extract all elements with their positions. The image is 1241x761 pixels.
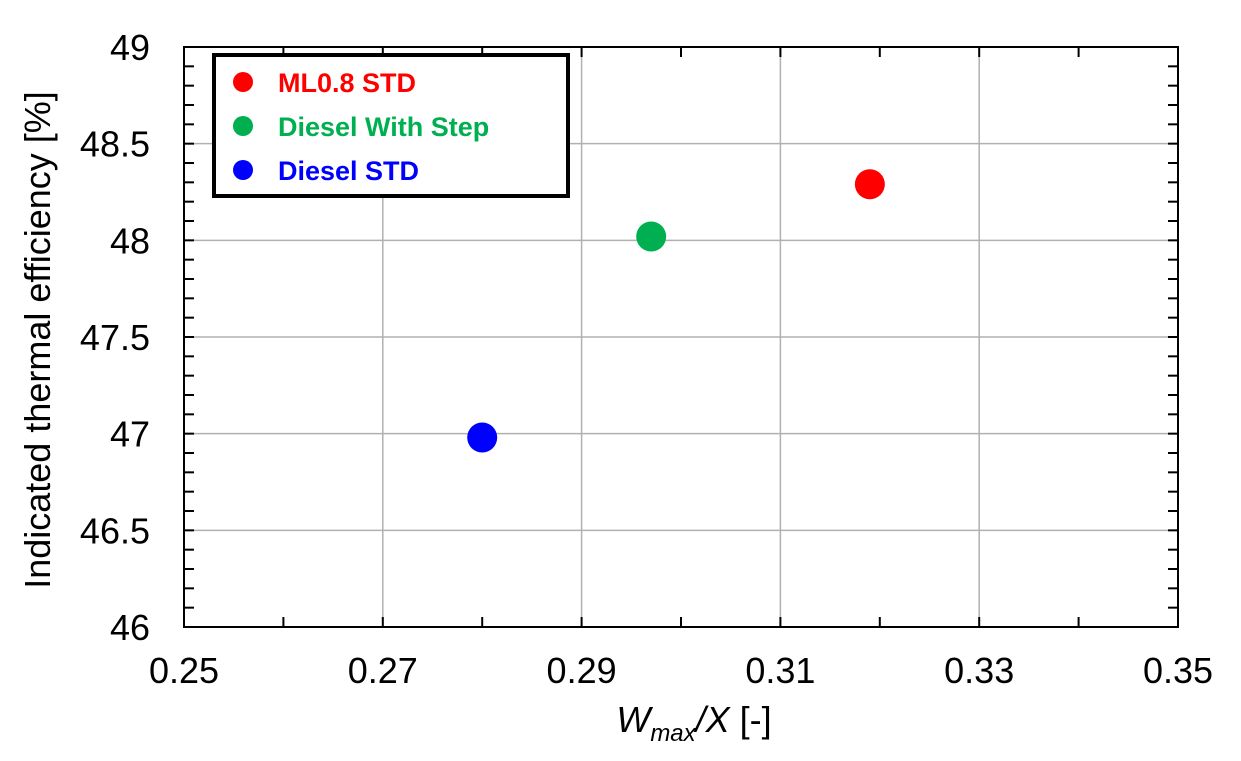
x-tick-label: 0.33 bbox=[944, 650, 1014, 691]
y-tick-label: 48.5 bbox=[80, 124, 150, 165]
data-points bbox=[467, 169, 885, 453]
minor-ticks bbox=[184, 47, 1178, 627]
legend-box bbox=[212, 53, 570, 198]
legend-label: Diesel With Step bbox=[278, 112, 489, 142]
x-axis-label-subscript: max bbox=[650, 720, 696, 747]
x-tick-label: 0.29 bbox=[547, 650, 617, 691]
legend-label: Diesel STD bbox=[278, 156, 419, 186]
y-tick-label: 47 bbox=[110, 414, 150, 455]
x-tick-label: 0.35 bbox=[1143, 650, 1213, 691]
y-tick-label: 46 bbox=[110, 607, 150, 648]
data-point bbox=[854, 169, 885, 200]
y-axis-label: Indicated thermal efficiency [%] bbox=[17, 91, 58, 589]
plot-area-frame bbox=[183, 46, 1179, 628]
y-tick-label: 47.5 bbox=[80, 317, 150, 358]
x-axis-label-main: W bbox=[616, 699, 653, 740]
legend: ML0.8 STD Diesel With Step Diesel STD bbox=[212, 53, 570, 198]
x-axis-label: Wmax/X [-] bbox=[616, 699, 771, 747]
data-point bbox=[636, 221, 667, 252]
grid-lines bbox=[184, 47, 1178, 627]
legend-marker bbox=[233, 160, 253, 180]
x-tick-label: 0.27 bbox=[348, 650, 418, 691]
legend-marker bbox=[233, 116, 253, 136]
y-tick-label: 49 bbox=[110, 27, 150, 68]
data-point bbox=[467, 422, 498, 453]
x-tick-label: 0.25 bbox=[149, 650, 219, 691]
y-axis-tick-labels: 46 46.5 47 47.5 48 48.5 49 bbox=[80, 27, 150, 648]
legend-label: ML0.8 STD bbox=[278, 68, 416, 98]
y-tick-label: 46.5 bbox=[80, 510, 150, 551]
y-tick-label: 48 bbox=[110, 220, 150, 261]
x-axis-label-unit: [-] bbox=[740, 699, 772, 740]
x-axis-tick-labels: 0.25 0.27 0.29 0.31 0.33 0.35 bbox=[149, 650, 1213, 691]
x-tick-label: 0.31 bbox=[745, 650, 815, 691]
x-axis-label-rest: /X bbox=[693, 699, 732, 740]
legend-marker bbox=[233, 72, 253, 92]
